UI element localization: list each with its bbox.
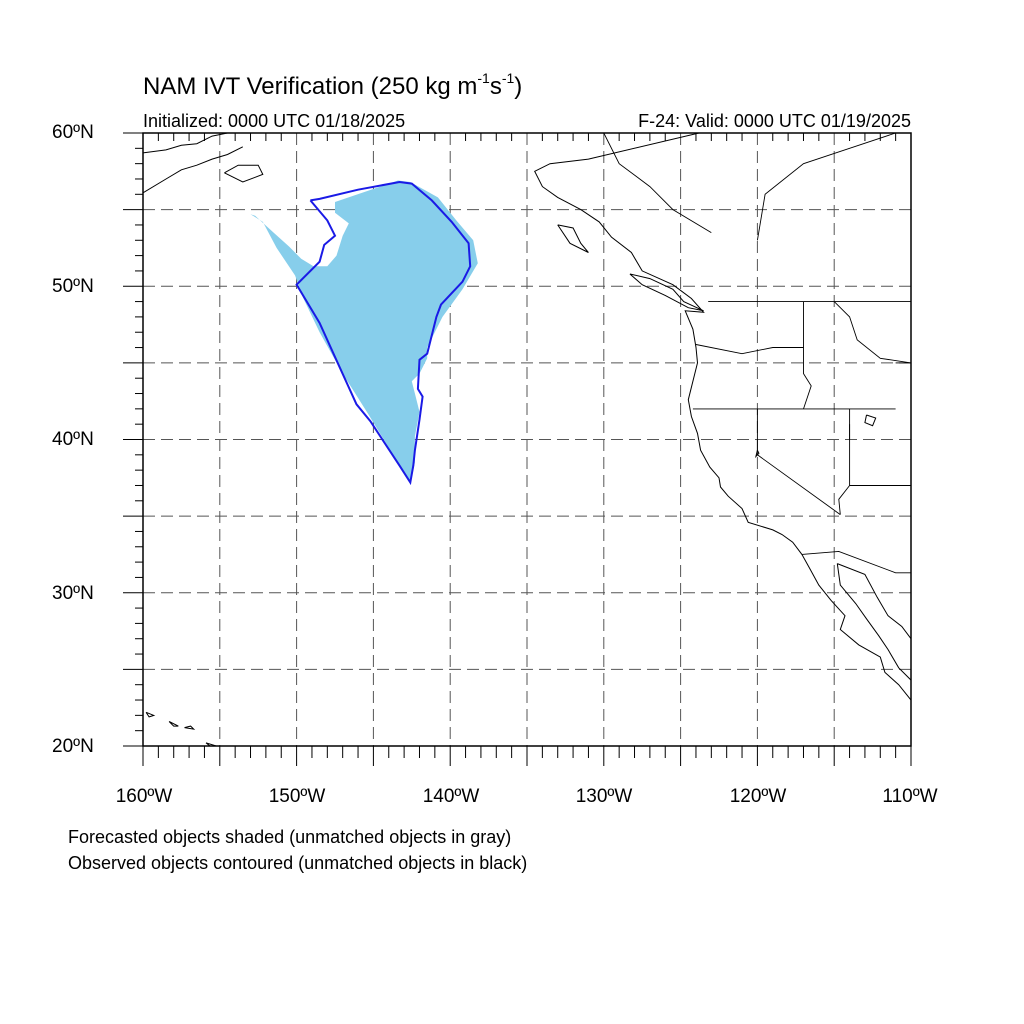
observed-object-contour bbox=[295, 180, 472, 486]
initialized-time: Initialized: 0000 UTC 01/18/2025 bbox=[143, 111, 406, 131]
lat-label-60n: 60ºN bbox=[52, 122, 94, 143]
lat-label-30n: 30ºN bbox=[52, 583, 94, 604]
lat-label-50n: 50ºN bbox=[52, 276, 94, 297]
forecast-object-shaded bbox=[250, 180, 478, 484]
gridlines bbox=[143, 133, 911, 746]
coastlines-and-borders bbox=[143, 133, 911, 746]
lon-label-120w: 120ºW bbox=[729, 786, 787, 807]
lake-outline bbox=[754, 449, 760, 459]
coastline-alaska bbox=[143, 133, 228, 154]
lon-label-110w: 110ºW bbox=[882, 786, 938, 807]
valid-time: F-24: Valid: 0000 UTC 01/19/2025 bbox=[638, 111, 911, 131]
forecast-caption: Forecasted objects shaded (unmatched obj… bbox=[68, 827, 512, 847]
lon-label-140w: 140ºW bbox=[422, 786, 480, 807]
coastline-alaska-peninsula bbox=[143, 146, 244, 194]
lon-label-130w: 130ºW bbox=[575, 786, 633, 807]
coastline-west bbox=[534, 133, 911, 701]
island-outline bbox=[205, 742, 219, 746]
axis-ticks bbox=[123, 132, 912, 766]
island-outline bbox=[224, 164, 264, 183]
border-line bbox=[838, 408, 851, 515]
map-frame bbox=[142, 132, 912, 747]
map-title: NAM IVT Verification (250 kg m-1s-1) bbox=[143, 70, 523, 100]
lat-label-20n: 20ºN bbox=[52, 736, 94, 757]
island-outline bbox=[629, 273, 704, 312]
lon-label-160w: 160ºW bbox=[115, 786, 173, 807]
border-line bbox=[603, 133, 712, 233]
lon-label-150w: 150ºW bbox=[268, 786, 326, 807]
island-outline bbox=[557, 224, 589, 253]
border-line bbox=[833, 301, 911, 364]
border-line bbox=[801, 550, 911, 574]
border-line bbox=[803, 301, 812, 410]
island-outline bbox=[168, 721, 179, 727]
border-line bbox=[695, 344, 804, 355]
lake-outline bbox=[864, 414, 877, 427]
island-outline bbox=[145, 711, 156, 718]
island-outline bbox=[184, 725, 196, 730]
coastline-baja-east bbox=[836, 563, 911, 681]
lat-label-40n: 40ºN bbox=[52, 429, 94, 450]
border-line bbox=[756, 133, 896, 241]
coastline-sonora bbox=[837, 563, 911, 640]
observed-caption: Observed objects contoured (unmatched ob… bbox=[68, 853, 528, 873]
